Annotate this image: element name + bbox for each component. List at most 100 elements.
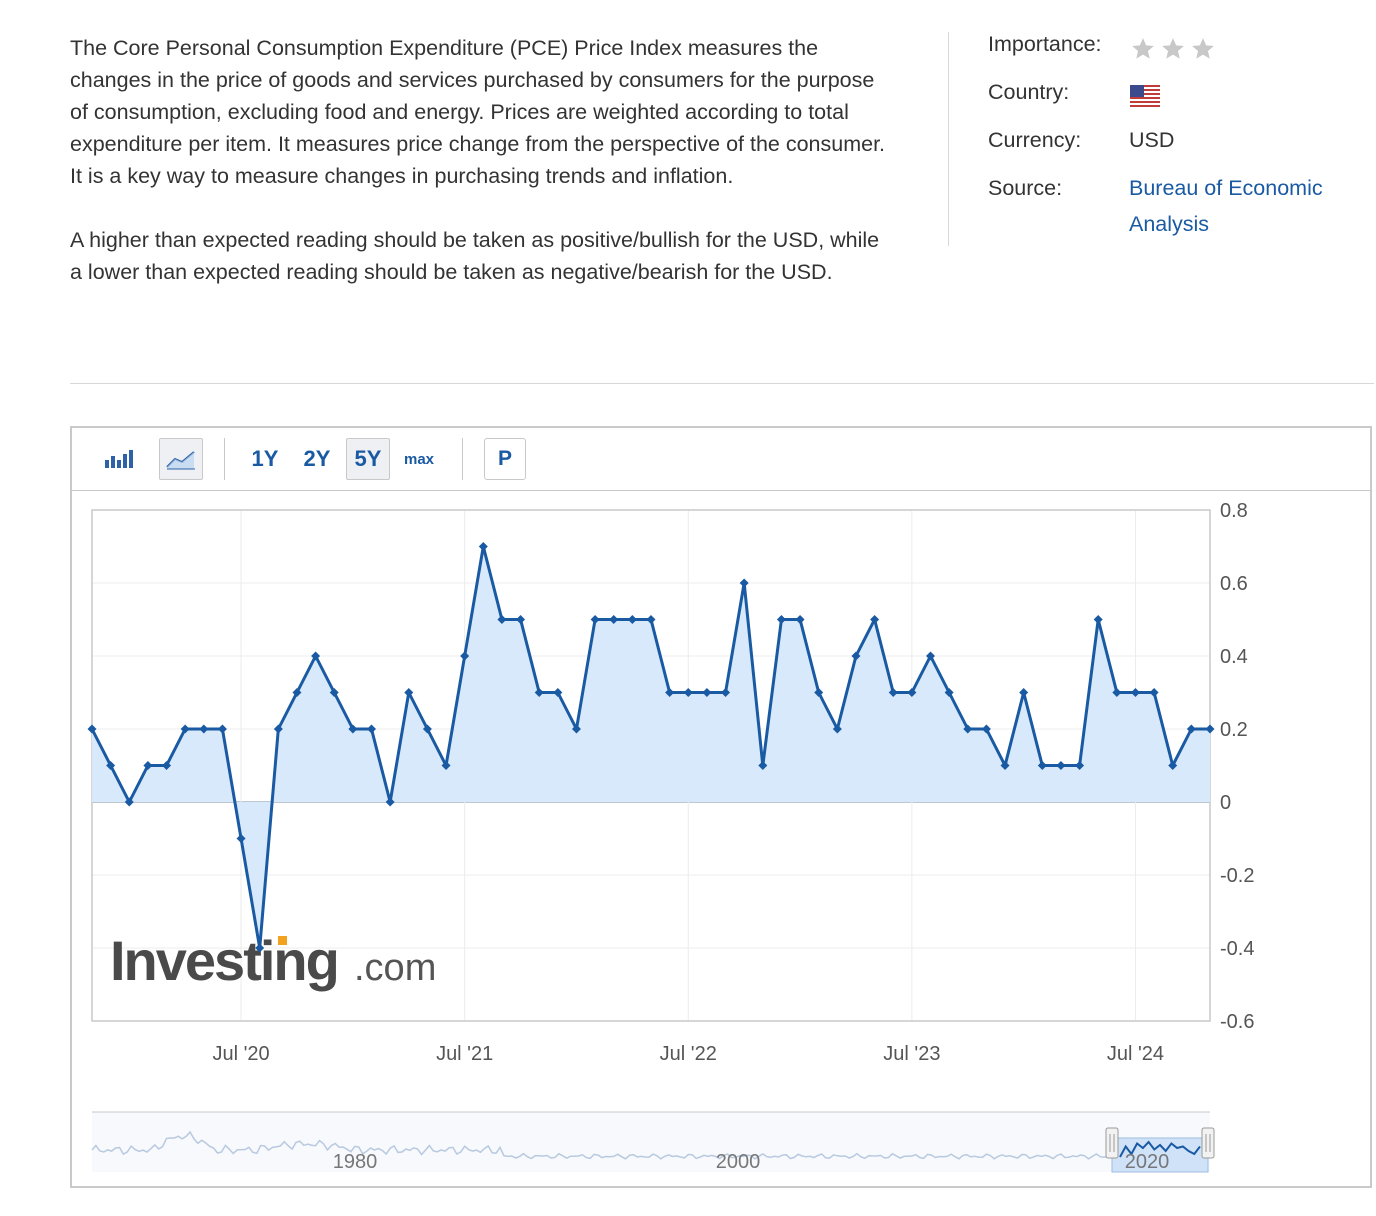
series-area bbox=[92, 546, 1210, 948]
range-max-button[interactable]: max bbox=[403, 450, 435, 468]
y-tick-label: -0.4 bbox=[1220, 938, 1254, 960]
data-point[interactable] bbox=[180, 724, 190, 734]
info-divider bbox=[948, 32, 949, 246]
data-point[interactable] bbox=[385, 797, 395, 807]
data-point[interactable] bbox=[851, 651, 861, 661]
indicator-description: The Core Personal Consumption Expenditur… bbox=[70, 32, 890, 320]
country-label: Country: bbox=[988, 80, 1070, 104]
x-tick-label: Jul '21 bbox=[436, 1043, 493, 1065]
data-point[interactable] bbox=[963, 724, 973, 734]
y-tick-label: 0.2 bbox=[1220, 719, 1248, 741]
data-point[interactable] bbox=[311, 651, 321, 661]
data-point[interactable] bbox=[162, 761, 172, 770]
data-point[interactable] bbox=[441, 761, 451, 770]
data-point[interactable] bbox=[1112, 688, 1122, 697]
y-tick-label: 0 bbox=[1220, 792, 1231, 814]
data-point[interactable] bbox=[590, 615, 600, 624]
data-point[interactable] bbox=[665, 688, 675, 697]
data-point[interactable] bbox=[273, 724, 283, 734]
line-chart-button[interactable] bbox=[159, 438, 203, 480]
section-divider bbox=[70, 383, 1374, 384]
data-point[interactable] bbox=[460, 651, 470, 661]
range-5y-button[interactable]: 5Y bbox=[346, 438, 390, 480]
navigator-year-label: 2020 bbox=[1125, 1151, 1170, 1173]
data-point[interactable] bbox=[106, 761, 116, 770]
importance-label: Importance: bbox=[988, 32, 1102, 56]
data-point[interactable] bbox=[292, 688, 302, 697]
data-point[interactable] bbox=[255, 943, 265, 953]
y-axis-labels: 0.8 0.6 0.4 0.2 0 -0.2 -0.4 -0.6 bbox=[1220, 500, 1254, 1033]
data-point[interactable] bbox=[124, 797, 134, 807]
data-point[interactable] bbox=[1130, 688, 1140, 697]
data-point[interactable] bbox=[832, 724, 842, 734]
data-point[interactable] bbox=[422, 724, 432, 734]
data-point[interactable] bbox=[143, 761, 153, 770]
data-point[interactable] bbox=[329, 688, 339, 697]
data-point[interactable] bbox=[367, 724, 376, 734]
data-point[interactable] bbox=[683, 688, 693, 697]
data-point[interactable] bbox=[739, 578, 749, 588]
data-point[interactable] bbox=[907, 688, 917, 697]
bar-chart-icon bbox=[105, 450, 133, 468]
data-point[interactable] bbox=[627, 615, 637, 624]
description-paragraph-2: A higher than expected reading should be… bbox=[70, 228, 880, 284]
data-point[interactable] bbox=[199, 724, 209, 734]
p-button[interactable]: P bbox=[484, 438, 526, 480]
y-tick-label: -0.2 bbox=[1220, 865, 1254, 887]
data-point[interactable] bbox=[1056, 761, 1066, 770]
navigator-handle[interactable] bbox=[1201, 1127, 1215, 1159]
navigator-year-label: 1980 bbox=[333, 1151, 378, 1173]
range-1y-button[interactable]: 1Y bbox=[251, 446, 279, 471]
data-point[interactable] bbox=[1000, 761, 1010, 770]
data-point[interactable] bbox=[1093, 615, 1103, 624]
data-point[interactable] bbox=[404, 688, 414, 697]
line-chart-icon bbox=[166, 451, 195, 470]
data-point[interactable] bbox=[516, 615, 526, 624]
data-point[interactable] bbox=[1037, 761, 1047, 770]
data-point[interactable] bbox=[478, 542, 488, 551]
data-point[interactable] bbox=[236, 834, 246, 843]
star-icon bbox=[1132, 38, 1154, 59]
data-point[interactable] bbox=[758, 761, 768, 770]
data-point[interactable] bbox=[571, 724, 581, 734]
toolbar-divider bbox=[224, 438, 225, 480]
data-point[interactable] bbox=[1205, 724, 1215, 734]
data-point[interactable] bbox=[217, 724, 227, 734]
x-tick-label: Jul '24 bbox=[1107, 1043, 1164, 1065]
data-point[interactable] bbox=[87, 724, 97, 734]
investing-watermark: Investing .com bbox=[110, 929, 436, 992]
range-2y-button[interactable]: 2Y bbox=[303, 446, 331, 471]
data-point[interactable] bbox=[553, 688, 563, 697]
data-point[interactable] bbox=[1186, 724, 1196, 734]
data-point[interactable] bbox=[870, 615, 880, 624]
data-point[interactable] bbox=[609, 615, 619, 624]
data-point[interactable] bbox=[497, 615, 507, 624]
bar-chart-button[interactable] bbox=[98, 438, 142, 480]
data-point[interactable] bbox=[776, 615, 786, 624]
data-point[interactable] bbox=[702, 688, 712, 697]
star-icon bbox=[1162, 38, 1184, 59]
data-point[interactable] bbox=[721, 688, 731, 697]
data-point[interactable] bbox=[814, 688, 824, 697]
data-point[interactable] bbox=[1168, 761, 1178, 770]
navigator-handle[interactable] bbox=[1105, 1127, 1119, 1159]
x-tick-label: Jul '20 bbox=[212, 1043, 269, 1065]
data-point[interactable] bbox=[348, 724, 358, 734]
data-point[interactable] bbox=[1075, 761, 1085, 770]
source-link[interactable]: Bureau of Economic Analysis bbox=[1129, 176, 1323, 236]
data-point[interactable] bbox=[795, 615, 805, 624]
data-point[interactable] bbox=[888, 688, 898, 697]
y-tick-label: 0.8 bbox=[1220, 500, 1248, 522]
navigator-selection-line bbox=[1119, 1140, 1201, 1158]
data-point[interactable] bbox=[646, 615, 656, 624]
data-point[interactable] bbox=[944, 688, 954, 697]
data-point[interactable] bbox=[981, 724, 991, 734]
data-point[interactable] bbox=[1149, 688, 1159, 697]
data-point[interactable] bbox=[534, 688, 544, 697]
description-paragraph-1: The Core Personal Consumption Expenditur… bbox=[70, 36, 886, 188]
chart-navigator[interactable]: 1980 2000 2020 bbox=[91, 1111, 1215, 1173]
chart-container: 1Y 2Y 5Y max P Investing .com 0.8 0.6 0.4 0… bbox=[70, 426, 1372, 1188]
data-point[interactable] bbox=[926, 651, 935, 661]
data-point[interactable] bbox=[1019, 688, 1029, 697]
us-flag-icon bbox=[1130, 85, 1160, 107]
